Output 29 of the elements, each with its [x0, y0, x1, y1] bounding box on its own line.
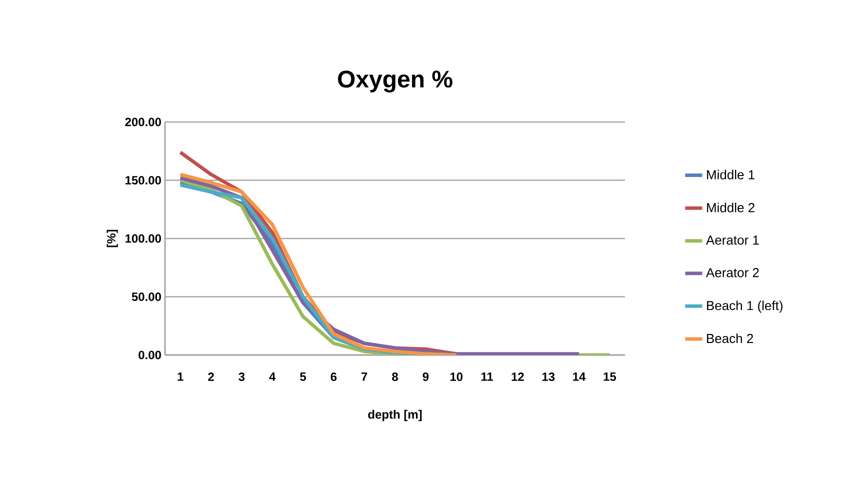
x-tick-label: 14 [573, 372, 586, 381]
y-axis-title: [%] [106, 230, 118, 248]
y-tick-label: 150.00 [126, 176, 161, 184]
x-tick-label: 9 [422, 372, 429, 382]
x-tick-label: 15 [604, 372, 616, 381]
legend-label: Beach 1 (left) [707, 300, 782, 313]
x-tick-label: 6 [330, 372, 337, 382]
x-tick-label: 8 [392, 372, 398, 382]
x-tick-label: 4 [269, 372, 276, 381]
x-axis-title: depth [m] [368, 410, 422, 422]
legend-label: Middle 2 [707, 202, 754, 212]
legend-label: Aerator 2 [706, 268, 759, 278]
y-tick-label: 100.00 [126, 234, 161, 243]
chart-title: Oxygen % [338, 70, 452, 92]
x-tick-label: 10 [450, 372, 463, 382]
x-tick-label: 2 [208, 372, 214, 381]
x-tick-label: 5 [300, 372, 306, 381]
legend-label: Middle 1 [707, 170, 754, 180]
x-tick-label: 13 [542, 372, 555, 382]
x-tick-label: 7 [362, 372, 368, 381]
y-tick-label: 0.00 [138, 350, 161, 360]
legend-label: Beach 2 [707, 334, 753, 344]
x-tick-label: 1 [178, 372, 184, 381]
x-tick-label: 11 [481, 372, 494, 381]
legend-label: Aerator 1 [706, 236, 759, 245]
x-tick-label: 3 [238, 372, 245, 382]
x-tick-label: 12 [512, 372, 524, 381]
y-tick-label: 200.00 [125, 118, 161, 126]
y-tick-label: 50.00 [132, 292, 161, 301]
